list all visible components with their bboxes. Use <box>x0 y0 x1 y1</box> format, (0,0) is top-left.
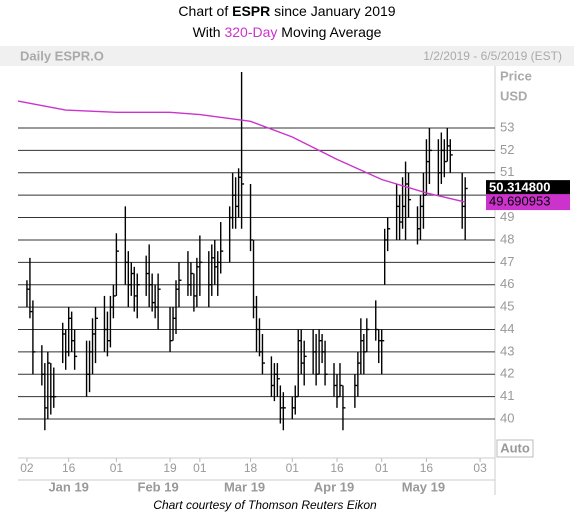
y-tick-label: 46 <box>500 276 514 291</box>
x-tick-label: 16 <box>420 461 434 475</box>
y-label-2: USD <box>500 88 527 103</box>
ticker: ESPR <box>232 3 270 19</box>
y-tick-label: 43 <box>500 343 514 358</box>
y-tick-label: 48 <box>500 231 514 246</box>
month-label: Mar 19 <box>224 479 265 494</box>
y-tick-label: 41 <box>500 388 514 403</box>
last-price-box <box>486 180 570 197</box>
chart-subtitle: With 320-Day Moving Average <box>193 24 382 40</box>
month-label: Jan 19 <box>48 479 88 494</box>
subtitle-prefix: With <box>193 24 221 40</box>
y-tick-label: 52 <box>500 142 514 157</box>
ma-period: 320-Day <box>224 24 277 40</box>
x-tick-label: 02 <box>20 461 34 475</box>
month-label: Feb 19 <box>138 479 179 494</box>
month-label: Apr 19 <box>314 479 354 494</box>
y-tick-label: 42 <box>500 366 514 381</box>
date-range: 1/2/2019 - 6/5/2019 (EST) <box>423 49 562 63</box>
x-tick-label: 16 <box>62 461 76 475</box>
y-tick-label: 53 <box>500 119 514 134</box>
x-tick-label: 01 <box>375 461 389 475</box>
auto-button-label[interactable]: Auto <box>500 440 530 455</box>
y-tick-label: 44 <box>500 321 514 336</box>
subtitle-suffix: Moving Average <box>281 24 381 40</box>
y-tick-label: 47 <box>500 254 514 269</box>
ma-last-box <box>486 194 570 211</box>
y-tick-label: 45 <box>500 299 514 314</box>
last-price-label: 50.314800 <box>489 180 550 195</box>
header-bar <box>0 46 574 66</box>
footer: Chart courtesy of Thomson Reuters Eikon <box>153 498 377 512</box>
x-tick-label: 19 <box>163 461 177 475</box>
x-tick-label: 01 <box>193 461 207 475</box>
x-tick-label: 01 <box>110 461 124 475</box>
ma-last-label: 49.690953 <box>489 194 550 209</box>
y-label-1: Price <box>500 68 532 83</box>
symbol-label: Daily ESPR.O <box>20 48 104 63</box>
y-tick-label: 51 <box>500 164 514 179</box>
y-tick-label: 49 <box>500 209 514 224</box>
x-tick-label: 03 <box>473 461 487 475</box>
title-prefix: Chart of <box>178 3 228 19</box>
title-suffix: since January 2019 <box>274 3 396 19</box>
month-label: May 19 <box>402 479 445 494</box>
auto-button[interactable] <box>496 439 534 458</box>
y-tick-label: 40 <box>500 410 514 425</box>
x-tick-label: 01 <box>286 461 300 475</box>
moving-average-line <box>17 100 466 203</box>
x-tick-label: 16 <box>330 461 344 475</box>
chart-title: Chart of ESPR since January 2019 <box>178 3 395 19</box>
x-tick-label: 18 <box>244 461 258 475</box>
